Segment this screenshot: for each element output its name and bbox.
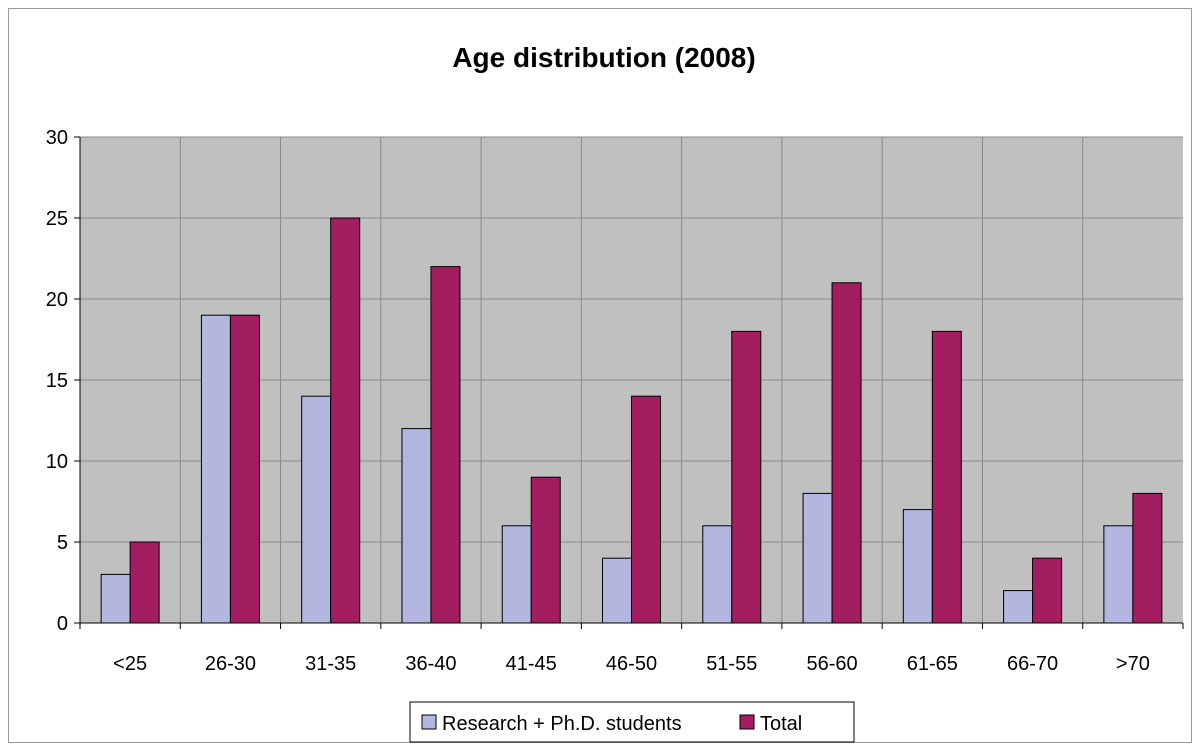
legend-label-total: Total (760, 713, 802, 735)
x-tick-label: 41-45 (506, 653, 557, 675)
x-tick-label: 56-60 (806, 653, 857, 675)
y-tick-label: 5 (57, 532, 68, 554)
legend: Research + Ph.D. students Total (409, 701, 855, 743)
bar-total-3 (430, 266, 461, 624)
x-tick-label: 51-55 (706, 653, 757, 675)
bar-total-0 (129, 541, 160, 624)
x-tick-label: 46-50 (606, 653, 657, 675)
legend-swatch-total (739, 714, 755, 730)
plot-area: 0 5 10 15 20 25 30 <25 26-30 31-35 36-40 41-45 46-50… (46, 127, 1184, 675)
x-tick-label: >70 (1116, 653, 1150, 675)
y-tick-label: 20 (46, 289, 68, 311)
y-tick-label: 10 (46, 451, 68, 473)
bar-research-5 (602, 557, 632, 624)
bar-total-8 (931, 330, 962, 624)
bar-total-4 (530, 476, 561, 624)
bar-research-8 (902, 509, 933, 624)
x-tick-label: <25 (113, 653, 147, 675)
x-tick-label: 36-40 (405, 653, 456, 675)
y-tick-label: 0 (57, 613, 68, 635)
legend-label-research: Research + Ph.D. students (442, 713, 682, 735)
bar-total-5 (631, 395, 661, 624)
chart-title: Age distribution (2008) (452, 42, 755, 73)
bar-research-7 (802, 492, 833, 624)
x-tick-label: 26-30 (205, 653, 256, 675)
legend-swatch-research (421, 714, 437, 730)
bar-research-0 (100, 573, 131, 624)
bar-research-3 (401, 428, 432, 624)
bar-research-1 (200, 314, 231, 624)
bar-total-7 (831, 282, 862, 624)
bar-total-6 (731, 330, 762, 624)
bar-research-9 (1003, 590, 1034, 624)
bar-total-2 (330, 217, 361, 624)
bar-research-6 (702, 525, 733, 624)
y-tick-label: 25 (46, 208, 68, 230)
bar-research-2 (301, 395, 332, 624)
x-tick-label: 66-70 (1007, 653, 1058, 675)
x-tick-label: 31-35 (305, 653, 356, 675)
x-tick-label: 61-65 (907, 653, 958, 675)
bar-total-1 (229, 314, 260, 624)
bar-research-4 (501, 525, 532, 624)
bar-total-9 (1032, 557, 1063, 624)
y-tick-label: 30 (46, 127, 68, 149)
bar-research-10 (1103, 525, 1134, 624)
legend-box (409, 701, 855, 743)
bar-total-10 (1132, 492, 1163, 624)
y-tick-label: 15 (46, 370, 68, 392)
